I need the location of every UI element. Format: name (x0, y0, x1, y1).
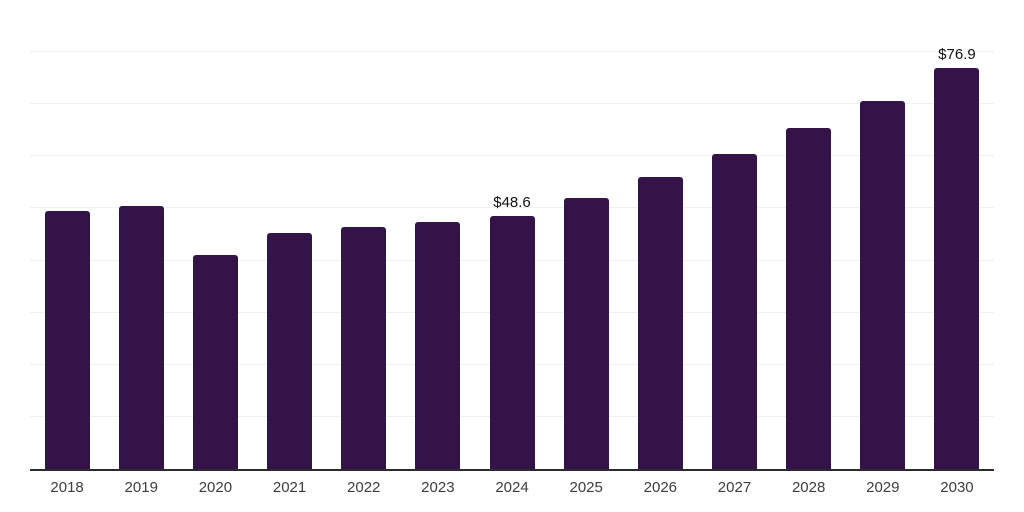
x-axis-labels: 2018 2019 2020 2021 2022 2023 2024 2025 2026 2027… (30, 478, 994, 498)
x-tick-label-2020: 2020 (198, 479, 233, 496)
gridline (30, 155, 994, 157)
bar-column (623, 0, 697, 469)
x-tick-label-2029: 2029 (866, 479, 900, 496)
x-tick-label-2026: 2026 (643, 479, 678, 496)
bar-2026 (637, 177, 683, 469)
plot-area: $48.6 $76.9 (30, 0, 994, 471)
bar-value-label-2024: $48.6 (493, 193, 531, 211)
bar-2029 (860, 100, 906, 469)
bar-column (252, 0, 326, 469)
x-tick-label-2018: 2018 (50, 479, 84, 496)
bar-2028 (786, 128, 832, 469)
bar-column: $76.9 (920, 0, 994, 469)
bar-2020 (192, 254, 238, 469)
x-axis-line (30, 469, 994, 471)
bar-column (178, 0, 252, 469)
bar-column (327, 0, 401, 469)
gridline (30, 103, 994, 105)
bar-2019 (118, 205, 164, 469)
x-tick-label-2019: 2019 (124, 479, 158, 496)
bar-2024: $48.6 (489, 194, 535, 469)
bar-column (772, 0, 846, 469)
x-tick-label-2022: 2022 (347, 479, 381, 496)
bars-container: $48.6 $76.9 (30, 0, 994, 469)
x-tick-label-2027: 2027 (717, 479, 752, 496)
gridline (30, 207, 994, 209)
bar-2021 (267, 233, 313, 469)
bar-column (104, 0, 178, 469)
bar-2022 (341, 227, 387, 469)
x-tick-label-2025: 2025 (569, 479, 603, 496)
bar-column (30, 0, 104, 469)
x-tick-label-2023: 2023 (421, 479, 455, 496)
bar-column (549, 0, 623, 469)
bar-column (846, 0, 920, 469)
bar-value-label-2030: $76.9 (938, 46, 976, 64)
bar-column (401, 0, 475, 469)
bar-2030: $76.9 (934, 46, 980, 469)
bar-2027 (711, 154, 757, 469)
x-tick-label-2030: 2030 (940, 479, 974, 496)
gridline (30, 51, 994, 53)
x-tick-label-2028: 2028 (791, 479, 826, 496)
bar-column: $48.6 (475, 0, 549, 469)
bar-2025 (563, 197, 609, 469)
x-tick-label-2021: 2021 (272, 479, 307, 496)
bar-2023 (415, 222, 461, 469)
bar-column (697, 0, 771, 469)
bar-2018 (44, 210, 90, 469)
x-tick-label-2024: 2024 (495, 479, 529, 496)
